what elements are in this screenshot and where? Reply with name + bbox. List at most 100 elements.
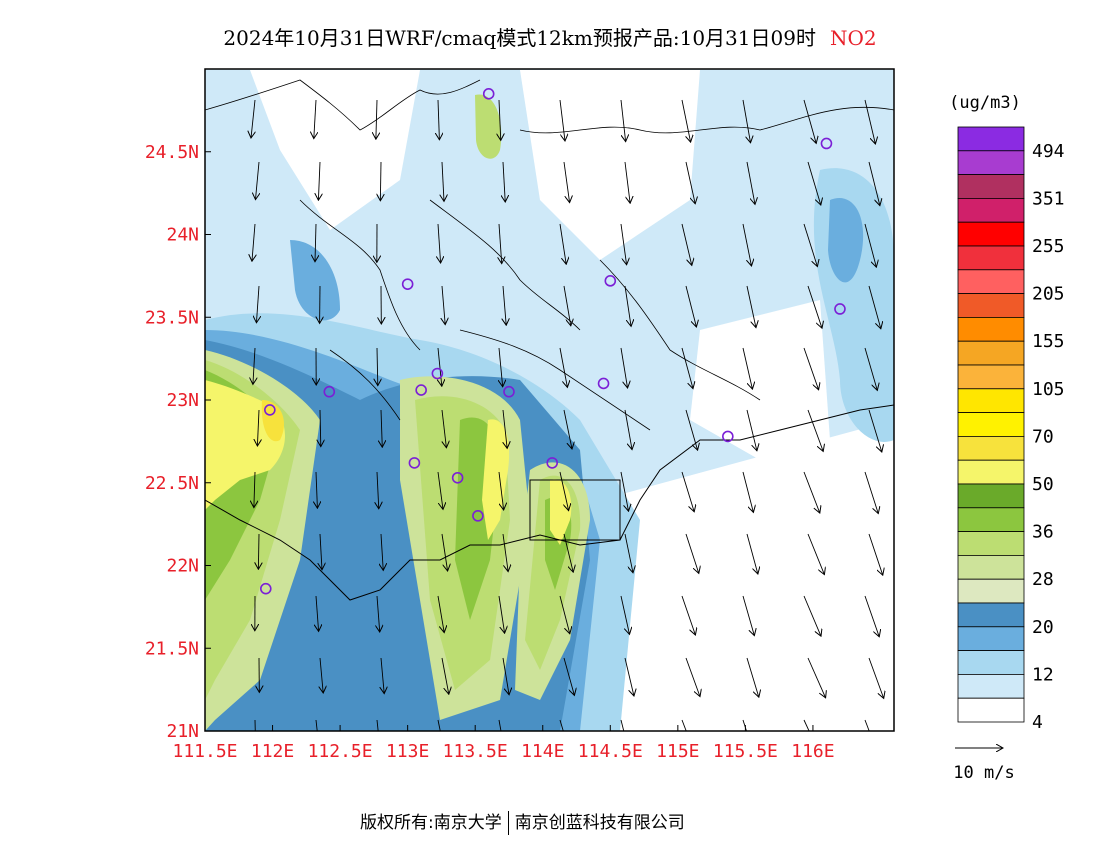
wind-vector (559, 223, 566, 264)
wind-vector (255, 161, 259, 200)
lon-tick-label: 114E (521, 741, 564, 762)
footer-divider (507, 811, 509, 835)
wind-vector (441, 657, 449, 694)
station-marker (604, 275, 617, 287)
colorbar-swatch (957, 150, 1025, 176)
wind-vector (803, 223, 817, 267)
wind-vector (320, 533, 322, 570)
lat-axis: 24.5N 24N 23.5N 23N 22.5N 22N 21.5N 21N (145, 142, 211, 742)
lon-tick-label: 112.5E (308, 741, 373, 762)
station-marker (415, 384, 427, 396)
station-marker (834, 303, 846, 315)
wind-vector (252, 223, 255, 261)
wind-vector (681, 719, 687, 731)
wind-vector (864, 719, 870, 731)
wind-vector (316, 471, 317, 508)
wind-vector (685, 533, 699, 573)
wind-vector (681, 99, 691, 142)
colorbar-swatch (957, 316, 1025, 342)
wind-vector (563, 533, 573, 572)
wind-vector (803, 99, 816, 143)
clean-air-region-southeast (560, 420, 894, 731)
colorbar-swatch (957, 531, 1025, 556)
wind-vector (315, 223, 316, 262)
colorbar-label: 4 (1032, 712, 1043, 733)
lat-tick-label: 23N (166, 390, 199, 411)
wind-vector (315, 719, 318, 731)
wind-vector (498, 719, 502, 731)
central-hotspot (482, 419, 510, 540)
colorbar-label: 494 (1032, 141, 1065, 162)
station-marker (597, 377, 610, 390)
wind-vector (498, 471, 504, 510)
wind-vector (807, 657, 826, 698)
colorbar-label: 155 (1032, 331, 1065, 352)
wind-vector (620, 471, 629, 511)
species-label: NO2 (829, 26, 877, 50)
colorbar-swatch (957, 245, 1025, 271)
wind-legend-label: 10 m/s (953, 763, 1014, 783)
wind-vector (864, 471, 878, 514)
lat-tick-label: 23.5N (145, 307, 199, 328)
colorbar-swatch (957, 578, 1025, 604)
station-marker (323, 385, 336, 398)
wind-vector (746, 285, 756, 328)
wind-vector (381, 657, 384, 694)
lon-axis: 111.5E 112E 112.5E 113E 113.5E 114E 114.5E 115E… (172, 725, 835, 762)
colorbar-swatch (957, 388, 1025, 413)
station-marker (451, 471, 464, 484)
wind-vector (746, 409, 757, 451)
colorbar-swatch (957, 412, 1025, 437)
wind-vector (559, 595, 570, 634)
wind-vector (314, 99, 316, 139)
wind-vector (803, 347, 819, 390)
lon-tick-label: 113E (386, 741, 429, 762)
colorbar-swatch (957, 364, 1025, 390)
wind-vector (685, 285, 696, 327)
lon-tick-label: 113.5E (443, 741, 508, 762)
colorbar-swatch (957, 602, 1025, 628)
wind-vector (807, 409, 823, 451)
wind-vector (502, 657, 509, 695)
northwest-blob (290, 240, 340, 321)
colorbar-swatch (957, 507, 1025, 532)
lon-tick-label: 115.5E (713, 741, 778, 762)
wind-vector (746, 657, 759, 697)
wind-vector (438, 99, 439, 140)
station-marker (408, 457, 421, 469)
wind-vector (624, 161, 630, 203)
wind-vector (620, 347, 628, 388)
wind-vector (559, 99, 565, 141)
monitoring-stations (259, 88, 846, 595)
wind-vector (257, 409, 259, 446)
station-marker (482, 88, 495, 100)
wind-vector (563, 161, 570, 203)
wind-vector (620, 223, 627, 265)
hongkong-box (529, 479, 621, 541)
colorbar-swatch (957, 650, 1025, 675)
colorbar-label: 28 (1032, 569, 1054, 590)
lon-tick-label: 115E (656, 741, 699, 762)
wind-vector (685, 409, 698, 450)
station-marker (722, 430, 734, 443)
wind-vector (499, 99, 501, 140)
wind-vector (868, 285, 881, 329)
colorbar: 494 351 255 205 155 105 70 50 36 28 20 12 4 (957, 126, 1065, 733)
colorbar-label: 105 (1032, 379, 1065, 400)
wind-vector (437, 471, 443, 509)
colorbar-swatch (957, 126, 1025, 152)
lon-tick-label: 116E (791, 741, 834, 762)
wind-vector (742, 471, 753, 512)
concentration-field (205, 69, 894, 731)
wind-vector (381, 409, 382, 447)
wind-vector (499, 223, 502, 264)
wind-vector (318, 161, 320, 200)
wind-vector (377, 471, 379, 509)
wind-vector (377, 595, 380, 632)
colorbar-swatch (957, 697, 1025, 723)
wind-vector (742, 223, 751, 266)
station-marker (431, 367, 444, 380)
wind-vector (620, 99, 626, 142)
wind-vector (559, 347, 567, 387)
